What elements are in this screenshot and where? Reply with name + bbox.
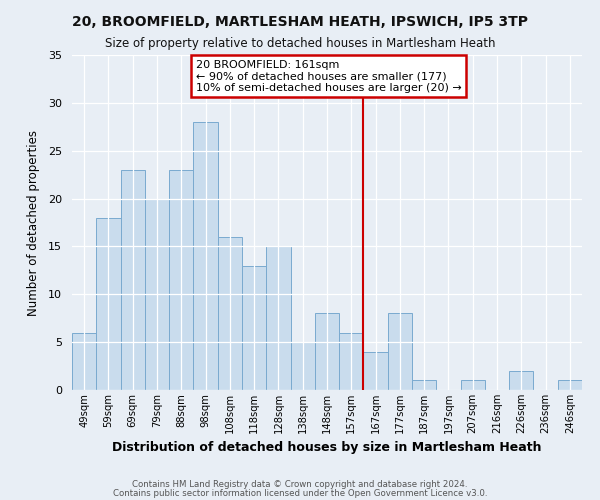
Bar (169, 170, 193, 390)
Bar (461, 380, 485, 390)
Bar (509, 371, 533, 390)
Bar (364, 352, 388, 390)
Text: Size of property relative to detached houses in Martlesham Heath: Size of property relative to detached ho… (105, 38, 495, 51)
Text: Contains HM Land Registry data © Crown copyright and database right 2024.: Contains HM Land Registry data © Crown c… (132, 480, 468, 489)
Text: 20 BROOMFIELD: 161sqm
← 90% of detached houses are smaller (177)
10% of semi-det: 20 BROOMFIELD: 161sqm ← 90% of detached … (196, 60, 461, 93)
Bar (315, 314, 339, 390)
Bar (242, 266, 266, 390)
X-axis label: Distribution of detached houses by size in Martlesham Heath: Distribution of detached houses by size … (112, 442, 542, 454)
Bar (558, 380, 582, 390)
Y-axis label: Number of detached properties: Number of detached properties (27, 130, 40, 316)
Bar (145, 198, 169, 390)
Bar (412, 380, 436, 390)
Bar (193, 122, 218, 390)
Text: 20, BROOMFIELD, MARTLESHAM HEATH, IPSWICH, IP5 3TP: 20, BROOMFIELD, MARTLESHAM HEATH, IPSWIC… (72, 15, 528, 29)
Bar (266, 246, 290, 390)
Bar (218, 237, 242, 390)
Bar (121, 170, 145, 390)
Bar (72, 332, 96, 390)
Bar (290, 342, 315, 390)
Text: Contains public sector information licensed under the Open Government Licence v3: Contains public sector information licen… (113, 490, 487, 498)
Bar (388, 314, 412, 390)
Bar (339, 332, 364, 390)
Bar (96, 218, 121, 390)
